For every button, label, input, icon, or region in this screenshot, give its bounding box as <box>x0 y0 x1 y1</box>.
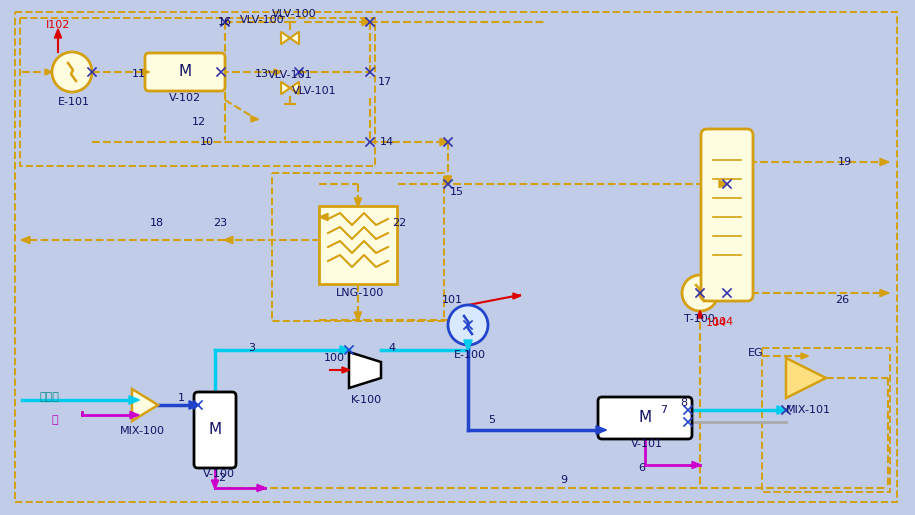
Polygon shape <box>142 69 149 75</box>
Bar <box>762 348 890 492</box>
Bar <box>20 18 375 166</box>
Polygon shape <box>224 236 233 244</box>
FancyBboxPatch shape <box>145 53 225 91</box>
FancyBboxPatch shape <box>194 392 236 468</box>
Polygon shape <box>281 82 290 94</box>
Text: V-101: V-101 <box>631 439 663 449</box>
Polygon shape <box>132 389 158 421</box>
Text: 18: 18 <box>150 218 164 228</box>
Text: 2: 2 <box>218 473 225 483</box>
Text: M: M <box>639 410 651 425</box>
Text: I102: I102 <box>46 20 70 30</box>
Polygon shape <box>786 358 826 398</box>
Polygon shape <box>464 340 472 351</box>
Text: 101: 101 <box>442 295 463 305</box>
Text: 10: 10 <box>200 137 214 147</box>
Text: 19: 19 <box>838 157 852 167</box>
Circle shape <box>682 275 718 311</box>
Polygon shape <box>290 32 299 44</box>
Text: VLV-101: VLV-101 <box>268 70 313 80</box>
Text: 23: 23 <box>213 218 227 228</box>
Text: 12: 12 <box>192 117 206 127</box>
Polygon shape <box>274 69 282 75</box>
Text: 104: 104 <box>713 317 734 327</box>
Text: 11: 11 <box>132 69 146 79</box>
Polygon shape <box>362 19 371 26</box>
Text: 6: 6 <box>638 463 645 473</box>
Text: 7: 7 <box>660 405 667 415</box>
Polygon shape <box>697 311 703 318</box>
Polygon shape <box>340 346 350 354</box>
Polygon shape <box>801 353 809 359</box>
Text: 104: 104 <box>706 318 727 328</box>
Text: EG: EG <box>748 348 764 358</box>
Polygon shape <box>130 411 139 419</box>
Circle shape <box>52 52 92 92</box>
Text: M: M <box>209 422 221 438</box>
Polygon shape <box>257 485 266 492</box>
Text: 1: 1 <box>178 393 185 403</box>
Polygon shape <box>211 480 219 489</box>
Polygon shape <box>189 401 199 409</box>
Text: VLV-101: VLV-101 <box>292 86 337 96</box>
Text: T-100: T-100 <box>684 314 715 324</box>
Polygon shape <box>21 236 30 244</box>
Polygon shape <box>354 198 361 207</box>
Polygon shape <box>596 426 607 434</box>
Text: E-101: E-101 <box>58 97 90 107</box>
Text: 5: 5 <box>488 415 495 425</box>
Text: 4: 4 <box>388 343 395 353</box>
Polygon shape <box>354 312 361 321</box>
Text: VLV-100: VLV-100 <box>240 15 285 25</box>
Text: VLV-100: VLV-100 <box>272 9 317 19</box>
Text: LNG-100: LNG-100 <box>336 288 384 298</box>
Text: 水: 水 <box>52 415 59 425</box>
Polygon shape <box>513 293 521 299</box>
Polygon shape <box>129 396 139 404</box>
Polygon shape <box>445 176 452 185</box>
FancyBboxPatch shape <box>701 129 753 301</box>
Polygon shape <box>349 352 381 388</box>
Text: MIX-100: MIX-100 <box>120 426 165 436</box>
Text: 原料气: 原料气 <box>40 392 59 402</box>
Circle shape <box>448 305 488 345</box>
Polygon shape <box>45 69 52 75</box>
Text: 100: 100 <box>324 353 345 363</box>
Polygon shape <box>719 180 728 187</box>
Polygon shape <box>440 139 449 146</box>
Text: M: M <box>178 64 191 79</box>
Polygon shape <box>880 159 889 166</box>
Text: 16: 16 <box>218 17 232 27</box>
Text: 22: 22 <box>392 218 406 228</box>
Bar <box>272 173 444 321</box>
Polygon shape <box>692 461 701 469</box>
Polygon shape <box>342 367 350 373</box>
Polygon shape <box>319 213 328 220</box>
Text: 15: 15 <box>450 187 464 197</box>
FancyBboxPatch shape <box>598 397 692 439</box>
Text: 9: 9 <box>560 475 567 485</box>
Text: V-102: V-102 <box>169 93 201 103</box>
Polygon shape <box>290 82 299 94</box>
Text: 17: 17 <box>378 77 393 87</box>
Text: V-100: V-100 <box>203 469 235 479</box>
Text: 13: 13 <box>255 69 269 79</box>
Text: E-100: E-100 <box>454 350 486 360</box>
Text: K-100: K-100 <box>351 395 382 405</box>
Polygon shape <box>777 406 788 414</box>
Polygon shape <box>281 32 290 44</box>
Text: 3: 3 <box>248 343 255 353</box>
Polygon shape <box>251 116 259 122</box>
Polygon shape <box>880 289 889 297</box>
Polygon shape <box>54 29 61 38</box>
Text: MIX-101: MIX-101 <box>786 405 831 415</box>
Text: 26: 26 <box>835 295 849 305</box>
Text: 14: 14 <box>380 137 394 147</box>
Text: 8: 8 <box>680 398 687 408</box>
Bar <box>319 206 397 284</box>
